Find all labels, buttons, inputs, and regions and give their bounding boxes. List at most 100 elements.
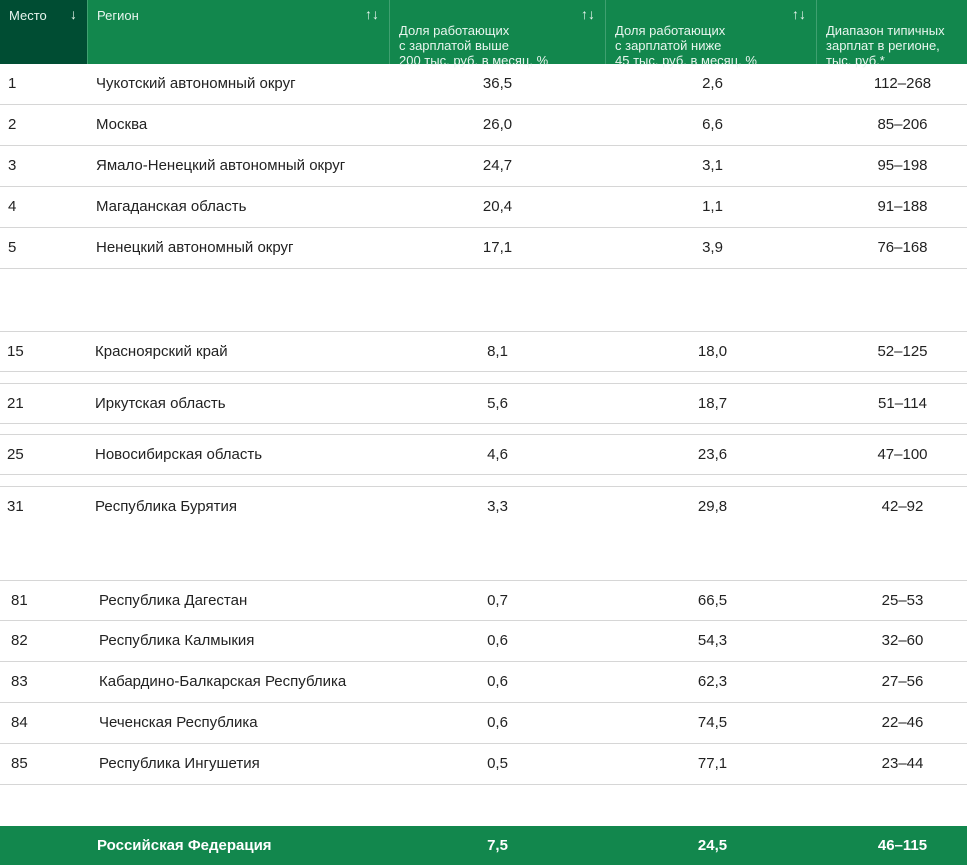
cell-place: 82 [11,632,28,649]
cell-below45: 2,6 [702,75,723,92]
table-row: 85 Республика Ингушетия 0,5 77,1 23–44 [0,744,967,785]
cell-below45: 66,5 [697,592,728,609]
sort-icon[interactable]: ↑↓ [792,6,806,22]
cell-above200: 0,5 [487,755,508,772]
cell-region: Республика Ингушетия [99,755,260,772]
cell-place: 81 [11,592,28,609]
cell-above200: 4,6 [487,446,508,463]
cell-place: 3 [8,157,17,174]
cell-above200: 3,3 [487,498,508,515]
cell-below45: 23,6 [697,446,728,463]
cell-region: Москва [96,116,148,133]
cell-region: Магаданская область [96,198,247,215]
cell-region: Республика Бурятия [95,498,237,515]
table-row: 82 Республика Калмыкия 0,6 54,3 32–60 [0,621,967,662]
cell-region: Ямало-Ненецкий автономный округ [96,157,346,174]
cell-region: Чеченская Республика [99,714,258,731]
cell-region: Новосибирская область [95,446,263,463]
cell-range: 112–268 [873,75,932,92]
cell-place: 25 [7,446,24,463]
column-label: Место [9,8,47,23]
cell-range: 23–44 [881,755,924,772]
total-row: Российская Федерация 7,5 24,5 46–115 [0,826,967,865]
cell-range: 95–198 [877,157,928,174]
column-header-above200[interactable]: Доля работающих с зарплатой выше 200 тыс… [390,0,606,68]
cell-above200: 26,0 [482,116,513,133]
cell-above200: 0,7 [487,592,508,609]
cell-place: 31 [7,498,24,515]
cell-place: 2 [8,116,17,133]
column-header-place[interactable]: Место ↓ [0,0,88,64]
cell-above200: 0,6 [487,632,508,649]
cell-range: 47–100 [877,446,928,463]
cell-place: 15 [7,343,24,360]
cell-below45: 29,8 [697,498,728,515]
column-label: Доля работающих с зарплатой ниже 45 тыс.… [615,23,757,68]
cell-region: Чукотский автономный округ [96,75,296,92]
cell-range: 91–188 [877,198,928,215]
total-region: Российская Федерация [97,837,272,854]
table-row: 31 Республика Бурятия 3,3 29,8 42–92 [0,486,967,527]
table-row: 84 Чеченская Республика 0,6 74,5 22–46 [0,703,967,744]
cell-place: 83 [11,673,28,690]
cell-region: Ненецкий автономный округ [96,239,294,256]
column-label: Диапазон типичных зарплат в регионе, тыс… [826,23,945,68]
cell-below45: 62,3 [697,673,728,690]
sort-icon[interactable]: ↑↓ [365,6,379,22]
cell-above200: 5,6 [487,395,508,412]
cell-below45: 18,7 [697,395,728,412]
cell-place: 4 [8,198,17,215]
sort-descending-icon[interactable]: ↓ [70,6,77,22]
cell-place: 5 [8,239,17,256]
table-row: 81 Республика Дагестан 0,7 66,5 25–53 [0,580,967,621]
cell-above200: 24,7 [482,157,513,174]
cell-below45: 3,1 [702,157,723,174]
total-below45: 24,5 [697,837,728,854]
cell-range: 52–125 [877,343,928,360]
cell-place: 85 [11,755,28,772]
table-row: 4 Магаданская область 20,4 1,1 91–188 [0,187,967,228]
cell-above200: 17,1 [482,239,513,256]
table-header: Место ↓ Регион ↑↓ Доля работающих с зарп… [0,0,967,68]
table-row: 21 Иркутская область 5,6 18,7 51–114 [0,383,967,424]
total-above200: 7,5 [487,837,508,854]
column-label: Регион [97,8,139,23]
cell-range: 85–206 [877,116,928,133]
cell-region: Республика Калмыкия [99,632,255,649]
cell-range: 22–46 [881,714,924,731]
table-row: 83 Кабардино-Балкарская Республика 0,6 62,3… [0,662,967,703]
cell-place: 1 [8,75,17,92]
table-row: 25 Новосибирская область 4,6 23,6 47–100 [0,434,967,475]
cell-region: Иркутская область [95,395,226,412]
cell-range: 25–53 [881,592,924,609]
total-range: 46–115 [877,837,928,854]
cell-range: 42–92 [881,498,924,515]
cell-below45: 6,6 [702,116,723,133]
cell-region: Кабардино-Балкарская Республика [99,673,347,690]
cell-above200: 36,5 [482,75,513,92]
cell-above200: 0,6 [487,673,508,690]
table-row: 1 Чукотский автономный округ 36,5 2,6 112–26… [0,64,967,105]
cell-range: 32–60 [881,632,924,649]
cell-region: Республика Дагестан [99,592,248,609]
column-header-region[interactable]: Регион ↑↓ [88,0,390,64]
sort-icon[interactable]: ↑↓ [581,6,595,22]
cell-below45: 77,1 [697,755,728,772]
column-header-below45[interactable]: Доля работающих с зарплатой ниже 45 тыс.… [606,0,817,68]
cell-range: 76–168 [877,239,928,256]
cell-above200: 0,6 [487,714,508,731]
column-header-range[interactable]: Диапазон типичных зарплат в регионе, тыс… [817,0,967,68]
cell-below45: 18,0 [697,343,728,360]
cell-above200: 20,4 [482,198,513,215]
cell-place: 21 [7,395,24,412]
cell-below45: 74,5 [697,714,728,731]
cell-range: 27–56 [881,673,924,690]
column-label: Доля работающих с зарплатой выше 200 тыс… [399,23,549,68]
table-row: 2 Москва 26,0 6,6 85–206 [0,105,967,146]
cell-place: 84 [11,714,28,731]
cell-below45: 3,9 [702,239,723,256]
cell-region: Красноярский край [95,343,228,360]
cell-above200: 8,1 [487,343,508,360]
cell-range: 51–114 [878,395,927,412]
table-row: 3 Ямало-Ненецкий автономный округ 24,7 3,1 9… [0,146,967,187]
